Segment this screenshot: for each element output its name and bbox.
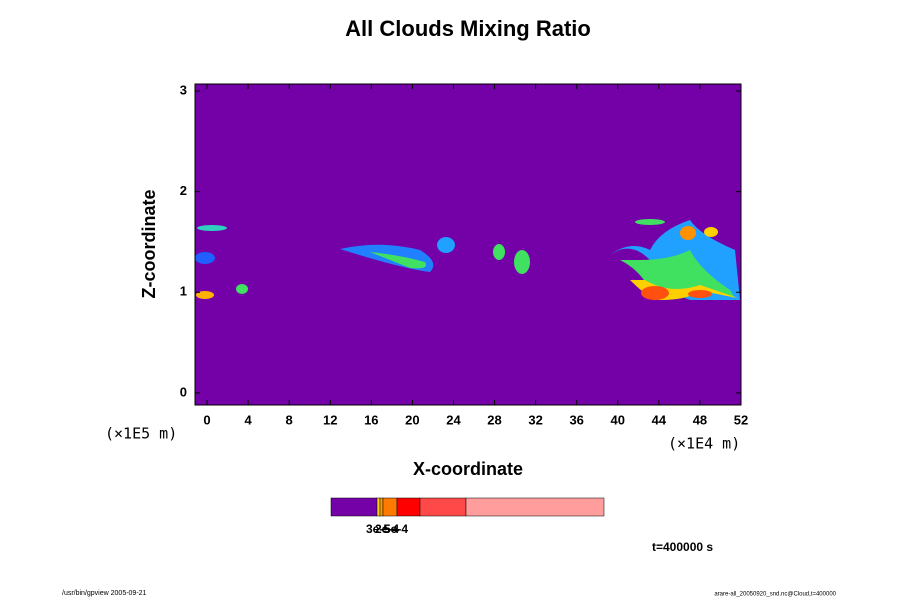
cloud [437, 237, 455, 253]
chart-title: All Clouds Mixing Ratio [345, 16, 591, 41]
cloud [680, 226, 696, 240]
plot-frame [194, 83, 742, 406]
y-tick-label: 2 [180, 183, 187, 198]
colorbar-label: 3e-5 [366, 522, 390, 536]
x-tick-label: 12 [323, 412, 337, 427]
cloud [514, 250, 530, 274]
x-tick-label: 20 [405, 412, 419, 427]
cloud [635, 219, 665, 225]
x-tick-label: 40 [611, 412, 625, 427]
x-tick-label: 8 [286, 412, 293, 427]
y-tick-label: 3 [180, 82, 187, 97]
colorbar-segment [330, 497, 378, 517]
x-tick-label: 4 [244, 412, 252, 427]
colorbar-segment [465, 497, 605, 517]
x-tick-label: 48 [693, 412, 707, 427]
cloud [641, 286, 669, 300]
x-tick-label: 44 [652, 412, 667, 427]
x-unit: (×1E4 m) [668, 435, 740, 453]
colorbar-segment [379, 497, 384, 517]
colorbar-segment [382, 497, 398, 517]
cloud [195, 252, 215, 264]
cloud [236, 284, 248, 294]
y-tick-label: 0 [180, 384, 187, 399]
x-tick-label: 28 [487, 412, 501, 427]
x-tick-label: 36 [569, 412, 583, 427]
colorbar-label: 5e-4 [384, 522, 408, 536]
colorbar-segment [376, 497, 381, 517]
colorbar-segment [396, 497, 421, 517]
footer-right: arare-all_20050920_snd.nc@Cloud,t=400000 [714, 592, 836, 598]
x-tick-label: 32 [528, 412, 542, 427]
colorbar-segment [419, 497, 467, 517]
x-tick-label: 52 [734, 412, 748, 427]
cloud-contours [195, 219, 740, 300]
cloud [196, 291, 214, 299]
x-tick-label: 24 [446, 412, 461, 427]
colorbar-label: 2e-4 [375, 522, 399, 536]
plot-area [194, 83, 742, 406]
x-tick-label: 16 [364, 412, 378, 427]
cloud [704, 227, 718, 237]
cloud [493, 244, 505, 260]
cloud [197, 225, 227, 231]
cloud [688, 290, 712, 298]
cloud [370, 252, 426, 269]
y-unit: (×1E5 m) [105, 425, 177, 443]
x-tick-label: 0 [203, 412, 210, 427]
y-axis-title: Z-coordinate [139, 189, 159, 298]
footer-left: /usr/bin/gpview 2005-09-21 [62, 590, 147, 597]
y-tick-label: 1 [180, 284, 187, 299]
time-label: t=400000 s [652, 540, 713, 554]
x-axis-title: X-coordinate [413, 459, 523, 479]
